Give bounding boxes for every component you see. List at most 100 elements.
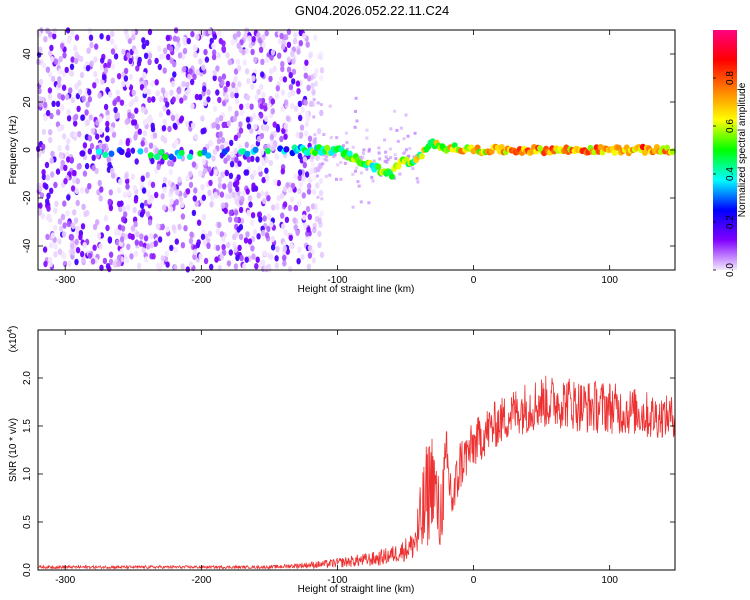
signal-point bbox=[158, 149, 165, 156]
spectrogram-cell bbox=[154, 147, 160, 154]
spectrogram-cell bbox=[251, 36, 256, 43]
spectrogram-cell bbox=[154, 191, 159, 199]
spectrogram-cell bbox=[272, 178, 278, 186]
spectrogram-cell bbox=[60, 94, 65, 101]
spectrogram-cell bbox=[264, 30, 269, 37]
spectrogram-cell bbox=[354, 169, 357, 173]
spectrogram-cell bbox=[54, 200, 59, 207]
spectrogram-cell bbox=[221, 121, 226, 129]
spectrogram-cell bbox=[107, 198, 112, 205]
spectrogram-cell bbox=[237, 81, 242, 88]
spectrogram-cell bbox=[72, 131, 78, 138]
signal-track bbox=[79, 138, 676, 180]
y-tick-label: 0.0 bbox=[22, 563, 33, 577]
spectrogram-cell bbox=[207, 28, 213, 35]
spectrogram-cell bbox=[145, 171, 150, 179]
spectrogram-cell bbox=[367, 201, 371, 205]
spectrogram-cell bbox=[96, 232, 102, 239]
spectrogram-cell bbox=[195, 69, 200, 76]
spectrogram-cell bbox=[136, 262, 142, 270]
spectrogram-cell bbox=[191, 209, 197, 217]
spectrogram-cell bbox=[47, 216, 53, 223]
spectrogram-cell bbox=[141, 247, 146, 254]
spectrogram-cell bbox=[312, 98, 316, 101]
spectrogram-cell bbox=[238, 121, 243, 128]
colorbar-label: Normalized spectral amplitude bbox=[737, 82, 748, 217]
spectrogram-cell bbox=[110, 30, 115, 38]
spectrogram-cell bbox=[261, 124, 267, 131]
spectrogram-cell bbox=[193, 133, 199, 140]
spectrogram-cell bbox=[88, 34, 94, 41]
spectrogram-cell bbox=[58, 151, 64, 159]
spectrogram-cell bbox=[126, 204, 131, 211]
spectrogram-cell bbox=[311, 88, 316, 96]
spectrogram-cell bbox=[288, 84, 294, 91]
snr-y-label: SNR (10 * v/v) bbox=[8, 418, 19, 482]
spectrogram-cell bbox=[200, 184, 205, 191]
spectrogram-cell bbox=[57, 248, 63, 255]
spectrogram-cell bbox=[126, 189, 132, 197]
spectrogram-cell bbox=[76, 105, 81, 113]
spectrogram-cell bbox=[119, 99, 125, 106]
spectrogram-cell bbox=[121, 216, 126, 223]
spectrogram-cell bbox=[261, 159, 266, 167]
spectrogram-cell bbox=[128, 101, 134, 108]
spectrogram-cell bbox=[233, 216, 239, 223]
y-tick-label: 20 bbox=[22, 96, 33, 108]
spectrogram-cell bbox=[177, 223, 182, 231]
spectrogram-cell bbox=[128, 73, 133, 81]
spectrogram-cell bbox=[307, 177, 313, 184]
spectrogram-cell bbox=[207, 230, 213, 237]
spectrogram-cell bbox=[258, 216, 263, 223]
spectrogram-cell bbox=[93, 70, 98, 78]
spectrogram-cell bbox=[66, 194, 71, 201]
spectrogram-cell bbox=[95, 133, 100, 140]
spectrogram-cell bbox=[264, 115, 269, 122]
spectrogram-cell bbox=[191, 161, 197, 168]
spectrogram-cell bbox=[66, 220, 71, 228]
spectrogram-cell bbox=[87, 148, 93, 155]
spectrogram-cell bbox=[148, 142, 154, 149]
spectrogram-cell bbox=[171, 96, 176, 103]
spectrogram-cell bbox=[233, 209, 239, 216]
signal-point bbox=[312, 149, 318, 157]
spectrogram-cell bbox=[134, 158, 139, 165]
spectrogram-cell bbox=[155, 223, 161, 230]
spectrogram-cell bbox=[174, 238, 179, 245]
colorbar-ticks: 0.0 0.2 0.4 0.6 0.8 bbox=[713, 71, 736, 277]
spectrogram-cell bbox=[342, 156, 346, 160]
spectrogram-cell bbox=[129, 253, 134, 260]
spectrogram-cell bbox=[318, 189, 324, 197]
spectrogram-cell bbox=[63, 178, 68, 185]
spectrogram-cell bbox=[162, 186, 167, 193]
spectrogram-cell bbox=[280, 65, 285, 73]
y-tick-label: -40 bbox=[22, 238, 33, 253]
spectrogram-cell bbox=[100, 57, 105, 64]
spectrogram-cell bbox=[130, 225, 136, 232]
spectrogram-cell bbox=[47, 93, 53, 100]
spectrogram-cell bbox=[221, 236, 226, 243]
spectrogram-cell bbox=[106, 34, 111, 41]
spectrogram-cell bbox=[108, 251, 114, 258]
spectrogram-cell bbox=[89, 60, 94, 67]
spectrogram-cell bbox=[160, 223, 165, 231]
spectrogram-cell bbox=[53, 181, 58, 189]
spectrogram-cell bbox=[297, 174, 302, 182]
snr-y-multiplier-base: (x10 bbox=[8, 332, 19, 352]
spectrogram-cell bbox=[167, 125, 172, 133]
spectrogram-cell bbox=[50, 150, 55, 158]
spectrogram-cell bbox=[169, 244, 174, 252]
spectrogram-cell bbox=[262, 250, 267, 257]
spectrogram-cell bbox=[192, 248, 198, 256]
spectrogram-cell bbox=[146, 88, 151, 96]
spectrogram-cell bbox=[270, 108, 275, 115]
spectrogram-cell bbox=[303, 64, 308, 72]
spectrogram-cell bbox=[95, 219, 100, 226]
spectrogram-cell bbox=[220, 202, 226, 209]
spectrogram-cell bbox=[246, 123, 252, 130]
spectrogram-cell bbox=[224, 169, 229, 177]
spectrogram-cell bbox=[279, 192, 285, 200]
spectrogram-cell bbox=[216, 137, 222, 145]
spectrogram-cell bbox=[175, 189, 180, 196]
spectrogram-cell bbox=[205, 237, 211, 245]
